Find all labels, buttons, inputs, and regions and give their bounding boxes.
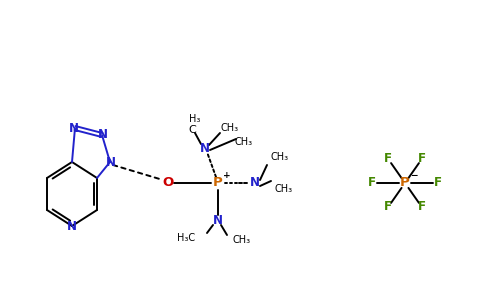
Text: H₃C: H₃C — [177, 233, 195, 243]
Text: F: F — [434, 176, 442, 190]
Text: N: N — [106, 157, 116, 169]
Text: N: N — [200, 142, 210, 154]
Text: +: + — [223, 172, 230, 181]
Text: −: − — [410, 172, 418, 181]
Text: CH₃: CH₃ — [221, 123, 239, 133]
Text: N: N — [250, 176, 260, 190]
Text: F: F — [368, 176, 376, 190]
Text: N: N — [67, 220, 77, 233]
Text: CH₃: CH₃ — [235, 137, 253, 147]
Text: O: O — [162, 176, 174, 190]
Text: P: P — [213, 176, 223, 190]
Text: CH₃: CH₃ — [271, 152, 289, 162]
Text: F: F — [418, 200, 426, 214]
Text: C: C — [188, 125, 196, 135]
Text: F: F — [384, 200, 392, 214]
Text: F: F — [384, 152, 392, 166]
Text: N: N — [98, 128, 108, 140]
Text: H₃: H₃ — [189, 114, 201, 124]
Text: P: P — [400, 176, 410, 190]
Text: N: N — [213, 214, 223, 226]
Text: CH₃: CH₃ — [233, 235, 251, 245]
Text: N: N — [69, 122, 79, 134]
Text: CH₃: CH₃ — [275, 184, 293, 194]
Text: F: F — [418, 152, 426, 166]
